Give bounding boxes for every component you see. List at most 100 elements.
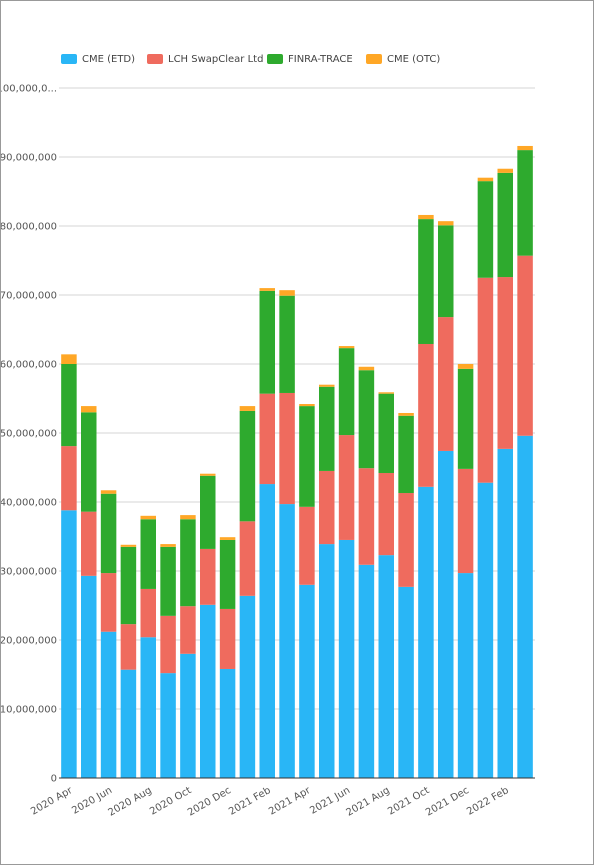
bar-segment xyxy=(299,404,315,407)
bar-segment xyxy=(279,392,295,505)
x-tick-label: 2020 Aug xyxy=(107,785,154,819)
bar-segment xyxy=(100,631,117,778)
bar-segment xyxy=(239,406,256,411)
bar-segment xyxy=(279,295,295,393)
bar-segment xyxy=(259,393,275,485)
bar-segment xyxy=(180,519,196,607)
bar-segment xyxy=(219,537,236,540)
x-tick-label: 2021 Feb xyxy=(227,785,273,818)
y-tick-label: 90,000,000 xyxy=(1,153,57,164)
bar-segment xyxy=(259,484,275,778)
y-tick-label: 10,000,000 xyxy=(1,705,57,716)
x-tick-label: 2021 Aug xyxy=(345,785,392,819)
bar-segment xyxy=(517,145,533,151)
bar-segment xyxy=(219,539,236,609)
bar-segment xyxy=(497,168,513,173)
y-tick-label: 20,000,000 xyxy=(1,636,57,647)
y-tick-label: 100,000,0... xyxy=(1,84,57,95)
legend-item: CME (OTC) xyxy=(366,54,440,65)
x-tick-label: 2020 Dec xyxy=(186,785,233,819)
bar-segment xyxy=(358,366,375,371)
bar-segment xyxy=(438,317,454,451)
bar-segment xyxy=(438,450,454,778)
bar-segment xyxy=(398,415,414,494)
bar-segment xyxy=(200,548,216,605)
legend-swatch xyxy=(147,54,163,64)
bar-segment xyxy=(140,519,156,589)
bar-segment xyxy=(398,493,414,587)
bar-segment xyxy=(497,172,513,278)
bar-segment xyxy=(338,539,355,778)
bar-segment xyxy=(140,588,156,638)
bar-segment xyxy=(418,219,434,344)
legend-item: LCH SwapClear Ltd xyxy=(147,54,263,65)
bar-segment xyxy=(378,555,394,778)
bar-segment xyxy=(438,221,454,226)
bar-segment xyxy=(180,606,196,654)
bar-segment xyxy=(477,277,494,483)
legend-label: LCH SwapClear Ltd xyxy=(168,54,263,65)
bar-segment xyxy=(497,277,513,449)
legend-swatch xyxy=(366,54,382,64)
bar-segment xyxy=(299,506,315,585)
bar-segment xyxy=(100,493,117,574)
bar-segment xyxy=(378,473,394,556)
bar-segment xyxy=(319,386,335,471)
bar-segment xyxy=(358,468,375,565)
bar-segment xyxy=(418,486,434,778)
y-tick-label: 0 xyxy=(51,774,57,785)
bar-segment xyxy=(61,510,77,778)
x-tick-label: 2021 Dec xyxy=(424,785,471,819)
bar-segment xyxy=(477,177,494,182)
legend-label: FINRA-TRACE xyxy=(288,54,353,65)
y-tick-label: 70,000,000 xyxy=(1,291,57,302)
bar-segment xyxy=(100,573,117,632)
x-tick-label: 2020 Oct xyxy=(148,785,193,818)
bar-segment xyxy=(61,364,77,447)
bar-segment xyxy=(81,575,97,778)
bar-segment xyxy=(299,584,315,778)
bar-segment xyxy=(398,412,414,416)
bar-segment xyxy=(517,150,533,256)
bar-segment xyxy=(517,435,533,778)
bar-segment xyxy=(160,615,176,674)
bar-segment xyxy=(438,225,454,318)
legend-label: CME (ETD) xyxy=(82,54,135,65)
bar-segment xyxy=(120,546,137,625)
bar-segment xyxy=(81,511,97,576)
y-tick-label: 80,000,000 xyxy=(1,222,57,233)
bar-segment xyxy=(338,435,355,540)
bar-segment xyxy=(259,290,275,394)
bar-segment xyxy=(239,595,256,778)
bar-segment xyxy=(418,343,434,487)
x-tick-label: 2021 Oct xyxy=(386,785,431,818)
bar-segment xyxy=(358,370,375,469)
y-tick-label: 50,000,000 xyxy=(1,429,57,440)
legend-swatch xyxy=(267,54,283,64)
legend-swatch xyxy=(61,54,77,64)
bar-segment xyxy=(120,624,137,670)
bar-segment xyxy=(81,406,97,413)
bar-segment xyxy=(418,214,434,220)
bar-segment xyxy=(358,564,375,778)
y-tick-label: 60,000,000 xyxy=(1,360,57,371)
legend-item: FINRA-TRACE xyxy=(267,54,353,65)
bar-segment xyxy=(299,406,315,507)
bar-segment xyxy=(120,544,137,547)
bar-segment xyxy=(457,368,474,469)
bar-segment xyxy=(279,290,295,296)
bar-segment xyxy=(517,255,533,436)
bar-segment xyxy=(279,504,295,778)
bar-segment xyxy=(120,669,137,778)
bar-segment xyxy=(180,515,196,520)
bar-segment xyxy=(319,384,335,387)
legend-item: CME (ETD) xyxy=(61,54,135,65)
bar-segment xyxy=(338,346,355,349)
bar-segment xyxy=(61,446,77,511)
x-tick-label: 2020 Apr xyxy=(29,785,75,818)
bar-segment xyxy=(200,604,216,778)
bar-segment xyxy=(200,475,216,549)
bar-segment xyxy=(378,393,394,474)
